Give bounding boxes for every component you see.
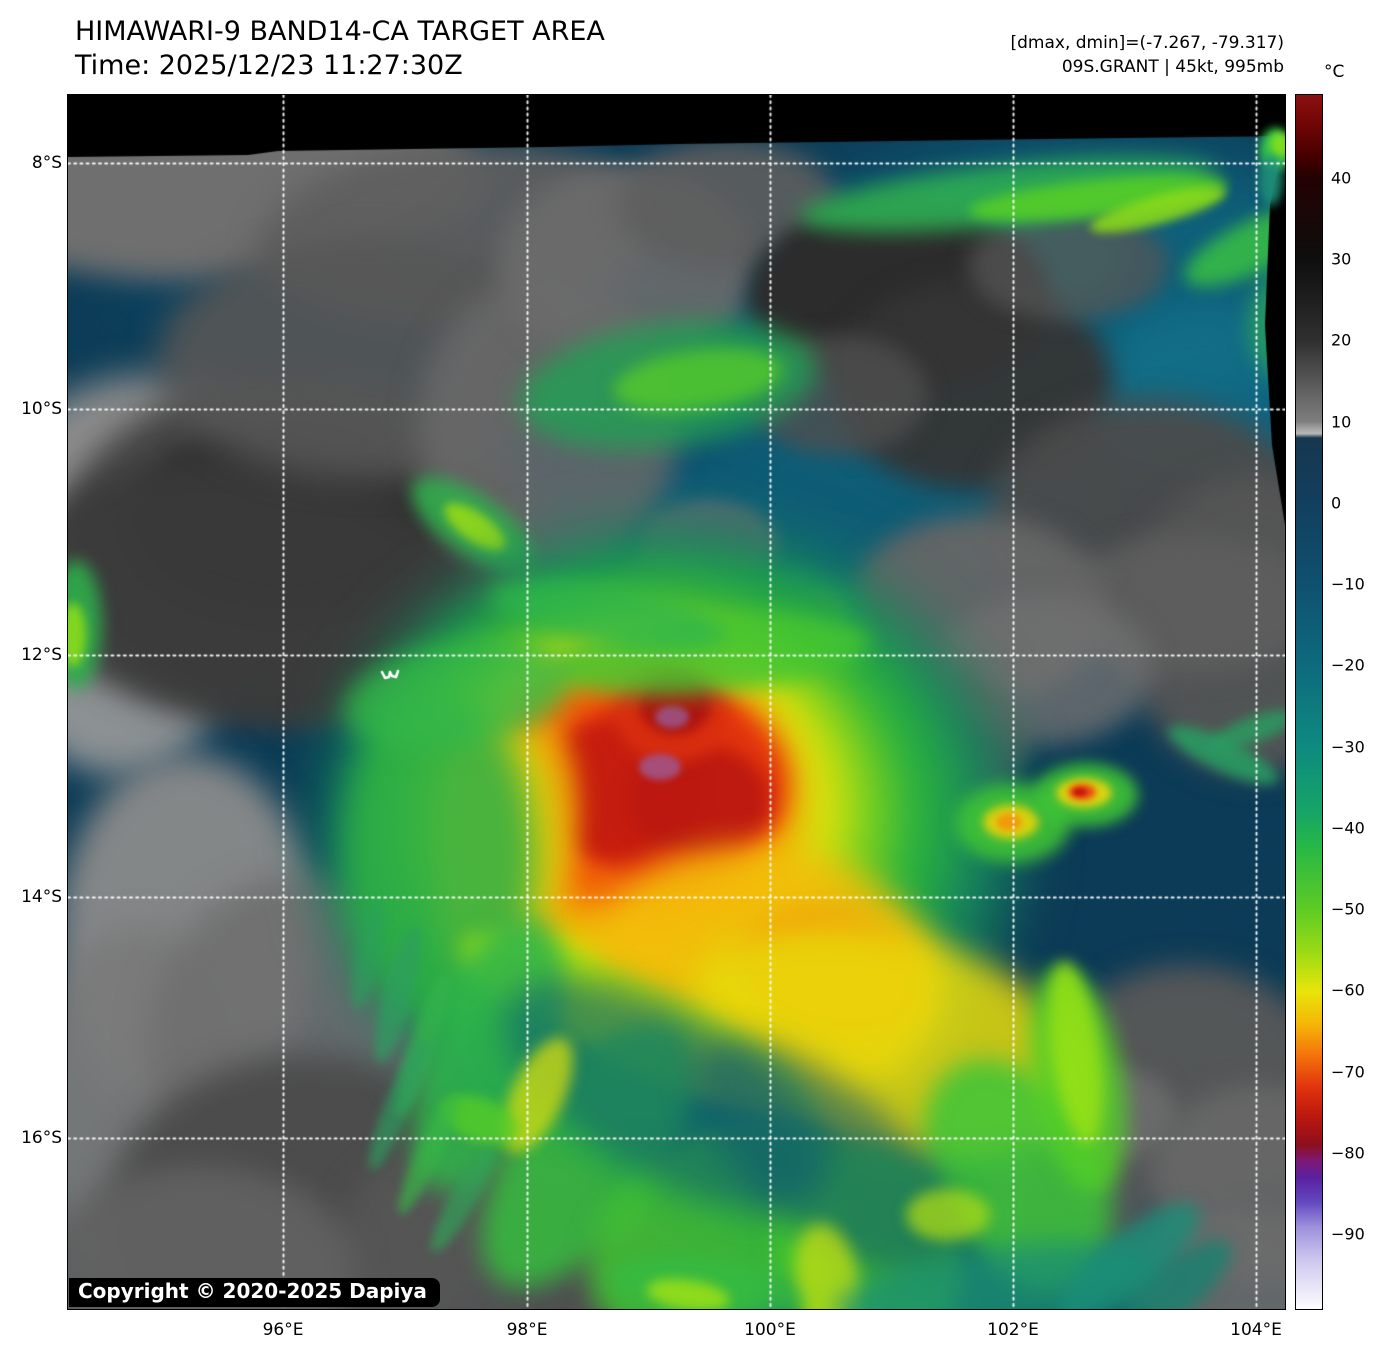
colorbar-tick-label: 0: [1331, 493, 1342, 513]
colorbar-unit-label: °C: [1324, 62, 1345, 82]
colorbar-tick-label: 10: [1331, 412, 1352, 432]
lat-tick-label: 8°S: [31, 153, 62, 173]
lon-tick-label: 100°E: [744, 1320, 796, 1340]
colorbar-tick-label: 20: [1331, 330, 1352, 350]
lon-tick-label: 96°E: [262, 1320, 304, 1340]
colorbar: [1295, 94, 1323, 1310]
lat-tick-label: 12°S: [21, 645, 62, 665]
copyright-badge: Copyright © 2020-2025 Dapiya: [69, 1278, 440, 1307]
colorbar-tick-label: −80: [1331, 1143, 1365, 1163]
colorbar-tick-label: −10: [1331, 574, 1365, 594]
lat-tick-label: 10°S: [21, 399, 62, 419]
page-title: HIMAWARI-9 BAND14-CA TARGET AREA: [75, 16, 605, 47]
lat-tick-label: 14°S: [21, 887, 62, 907]
colorbar-tick-label: −30: [1331, 737, 1365, 757]
colorbar-tick-label: −40: [1331, 818, 1365, 838]
annotation-storm-info: 09S.GRANT | 45kt, 995mb: [1061, 57, 1284, 77]
colorbar-gradient: [1296, 95, 1322, 1309]
annotation-dmax-dmin: [dmax, dmin]=(-7.267, -79.317): [1010, 33, 1285, 53]
colorbar-tick-label: −20: [1331, 655, 1365, 675]
figure-time-subtitle: Time: 2025/12/23 11:27:30Z: [75, 50, 463, 81]
colorbar-tick-label: 40: [1331, 168, 1352, 188]
lat-tick-label: 16°S: [21, 1128, 62, 1148]
colorbar-tick-label: −50: [1331, 899, 1365, 919]
colorbar-tick-label: −90: [1331, 1224, 1365, 1244]
lon-tick-label: 104°E: [1230, 1320, 1282, 1340]
map-frame: Copyright © 2020-2025 Dapiya: [67, 94, 1286, 1310]
colorbar-tick-label: −60: [1331, 980, 1365, 1000]
lon-tick-label: 98°E: [506, 1320, 548, 1340]
satellite-image-canvas: [68, 95, 1285, 1309]
lon-tick-label: 102°E: [987, 1320, 1039, 1340]
colorbar-tick-label: −70: [1331, 1062, 1365, 1082]
colorbar-tick-label: 30: [1331, 249, 1352, 269]
